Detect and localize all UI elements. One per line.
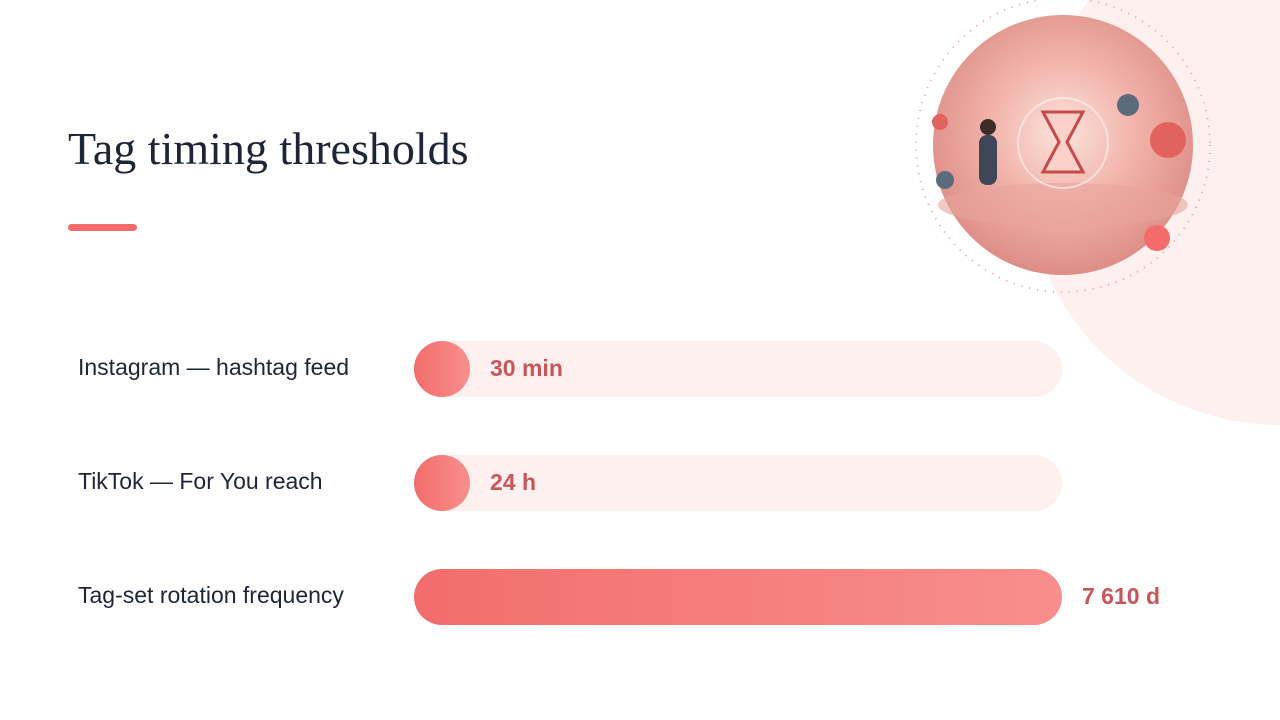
chart-title: Tag timing thresholds bbox=[68, 123, 469, 174]
bar-track bbox=[414, 455, 1062, 511]
bar-track bbox=[414, 341, 1062, 397]
illustration bbox=[932, 15, 1193, 275]
bar bbox=[414, 569, 1062, 625]
title-underline bbox=[68, 224, 137, 231]
category-label: Instagram — hashtag feed bbox=[78, 354, 349, 380]
value-label: 30 min bbox=[490, 355, 563, 381]
bar bbox=[414, 455, 470, 511]
category-label: Tag-set rotation frequency bbox=[78, 582, 344, 608]
dotted-ring bbox=[915, 0, 1211, 293]
category-label: TikTok — For You reach bbox=[78, 468, 323, 494]
value-label: 7 610 d bbox=[1082, 583, 1160, 609]
accent-dot bbox=[1144, 225, 1170, 251]
bar bbox=[414, 341, 470, 397]
value-label: 24 h bbox=[490, 469, 536, 495]
